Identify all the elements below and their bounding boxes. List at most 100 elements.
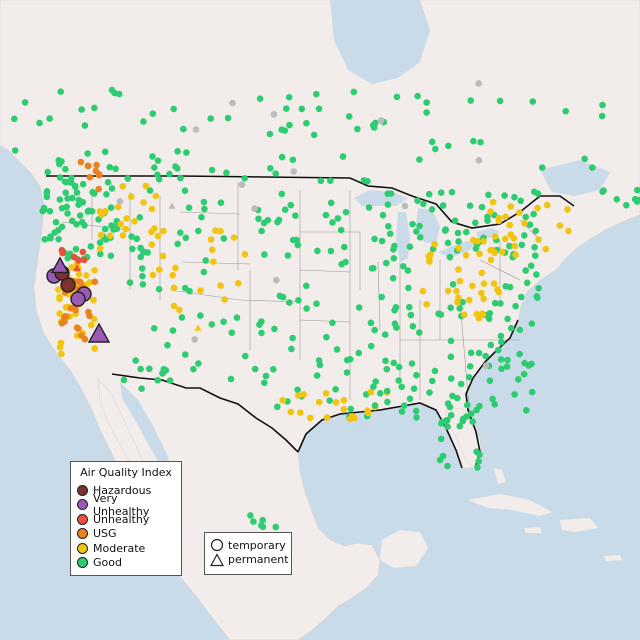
station-marker	[274, 403, 281, 411]
station-marker	[137, 365, 144, 373]
station-marker	[255, 215, 262, 223]
station-marker	[419, 287, 427, 295]
station-marker	[438, 420, 445, 427]
station-marker	[288, 345, 295, 353]
station-marker	[496, 97, 504, 105]
station-marker	[72, 183, 79, 191]
station-marker	[444, 423, 451, 431]
station-marker	[426, 389, 433, 396]
station-marker	[446, 253, 454, 261]
station-marker	[192, 126, 200, 133]
station-marker	[207, 115, 214, 122]
station-marker	[530, 210, 537, 218]
station-marker	[195, 360, 202, 367]
station-marker	[314, 247, 321, 255]
station-marker	[129, 245, 136, 253]
station-marker	[90, 190, 98, 197]
station-marker	[478, 269, 486, 277]
station-marker	[47, 233, 54, 240]
station-marker	[390, 359, 398, 367]
station-marker	[80, 256, 88, 264]
station-marker	[124, 175, 132, 182]
station-marker	[97, 231, 105, 239]
station-marker	[191, 336, 198, 343]
station-marker	[429, 377, 436, 385]
station-marker	[444, 400, 452, 407]
station-marker	[154, 157, 162, 164]
station-marker	[286, 299, 293, 306]
station-marker	[462, 252, 470, 259]
station-marker	[76, 212, 84, 219]
station-marker	[599, 188, 606, 195]
station-marker	[310, 131, 318, 139]
station-marker	[490, 280, 498, 287]
station-marker	[46, 207, 54, 215]
station-marker	[467, 349, 475, 357]
station-marker	[62, 189, 69, 196]
station-marker	[103, 191, 110, 198]
station-marker	[85, 207, 93, 214]
station-marker	[534, 204, 541, 212]
station-marker	[408, 360, 416, 367]
station-marker	[384, 190, 392, 197]
station-marker	[79, 180, 87, 188]
station-marker	[439, 202, 447, 209]
station-marker	[480, 280, 488, 288]
station-marker	[404, 267, 412, 274]
station-marker	[478, 310, 486, 317]
station-marker	[475, 314, 483, 322]
station-marker	[435, 310, 442, 318]
station-marker	[515, 376, 522, 383]
station-marker	[473, 238, 481, 245]
station-marker	[146, 365, 153, 373]
station-marker	[521, 232, 528, 239]
station-marker	[303, 282, 310, 290]
station-marker	[62, 165, 69, 173]
station-marker	[266, 130, 274, 138]
station-marker	[278, 190, 286, 198]
station-marker	[365, 204, 373, 211]
station-marker	[381, 331, 389, 338]
station-marker	[467, 97, 475, 104]
station-marker	[634, 186, 640, 194]
station-marker	[52, 218, 60, 226]
station-marker	[470, 137, 477, 145]
station-marker	[181, 284, 189, 292]
station-marker	[562, 107, 569, 115]
station-marker	[108, 185, 116, 192]
station-marker	[298, 105, 306, 113]
station-marker	[241, 251, 249, 258]
station-marker	[386, 230, 394, 237]
station-marker	[229, 99, 236, 107]
station-marker	[451, 217, 459, 225]
station-marker	[190, 365, 197, 373]
station-marker	[491, 299, 499, 307]
station-marker	[465, 373, 473, 381]
station-marker	[256, 95, 264, 102]
station-marker	[527, 262, 535, 270]
station-marker	[127, 193, 135, 200]
station-marker	[469, 282, 476, 290]
station-marker	[444, 287, 452, 295]
station-marker	[543, 201, 551, 209]
station-marker	[327, 247, 335, 255]
station-marker	[495, 346, 502, 354]
station-marker	[329, 319, 336, 327]
station-marker	[46, 115, 53, 122]
station-marker	[501, 235, 509, 243]
station-marker	[391, 242, 398, 250]
station-marker	[258, 227, 265, 235]
station-marker	[534, 294, 541, 302]
station-marker	[79, 248, 87, 256]
station-marker	[159, 252, 167, 260]
station-marker	[75, 257, 82, 264]
station-marker	[270, 111, 278, 118]
station-marker	[200, 198, 208, 206]
station-marker	[518, 241, 526, 249]
station-marker	[413, 371, 420, 379]
station-marker	[139, 281, 147, 288]
land-puerto-rico	[604, 555, 622, 561]
station-marker	[119, 183, 127, 190]
station-marker	[170, 302, 178, 310]
station-marker	[456, 277, 464, 285]
